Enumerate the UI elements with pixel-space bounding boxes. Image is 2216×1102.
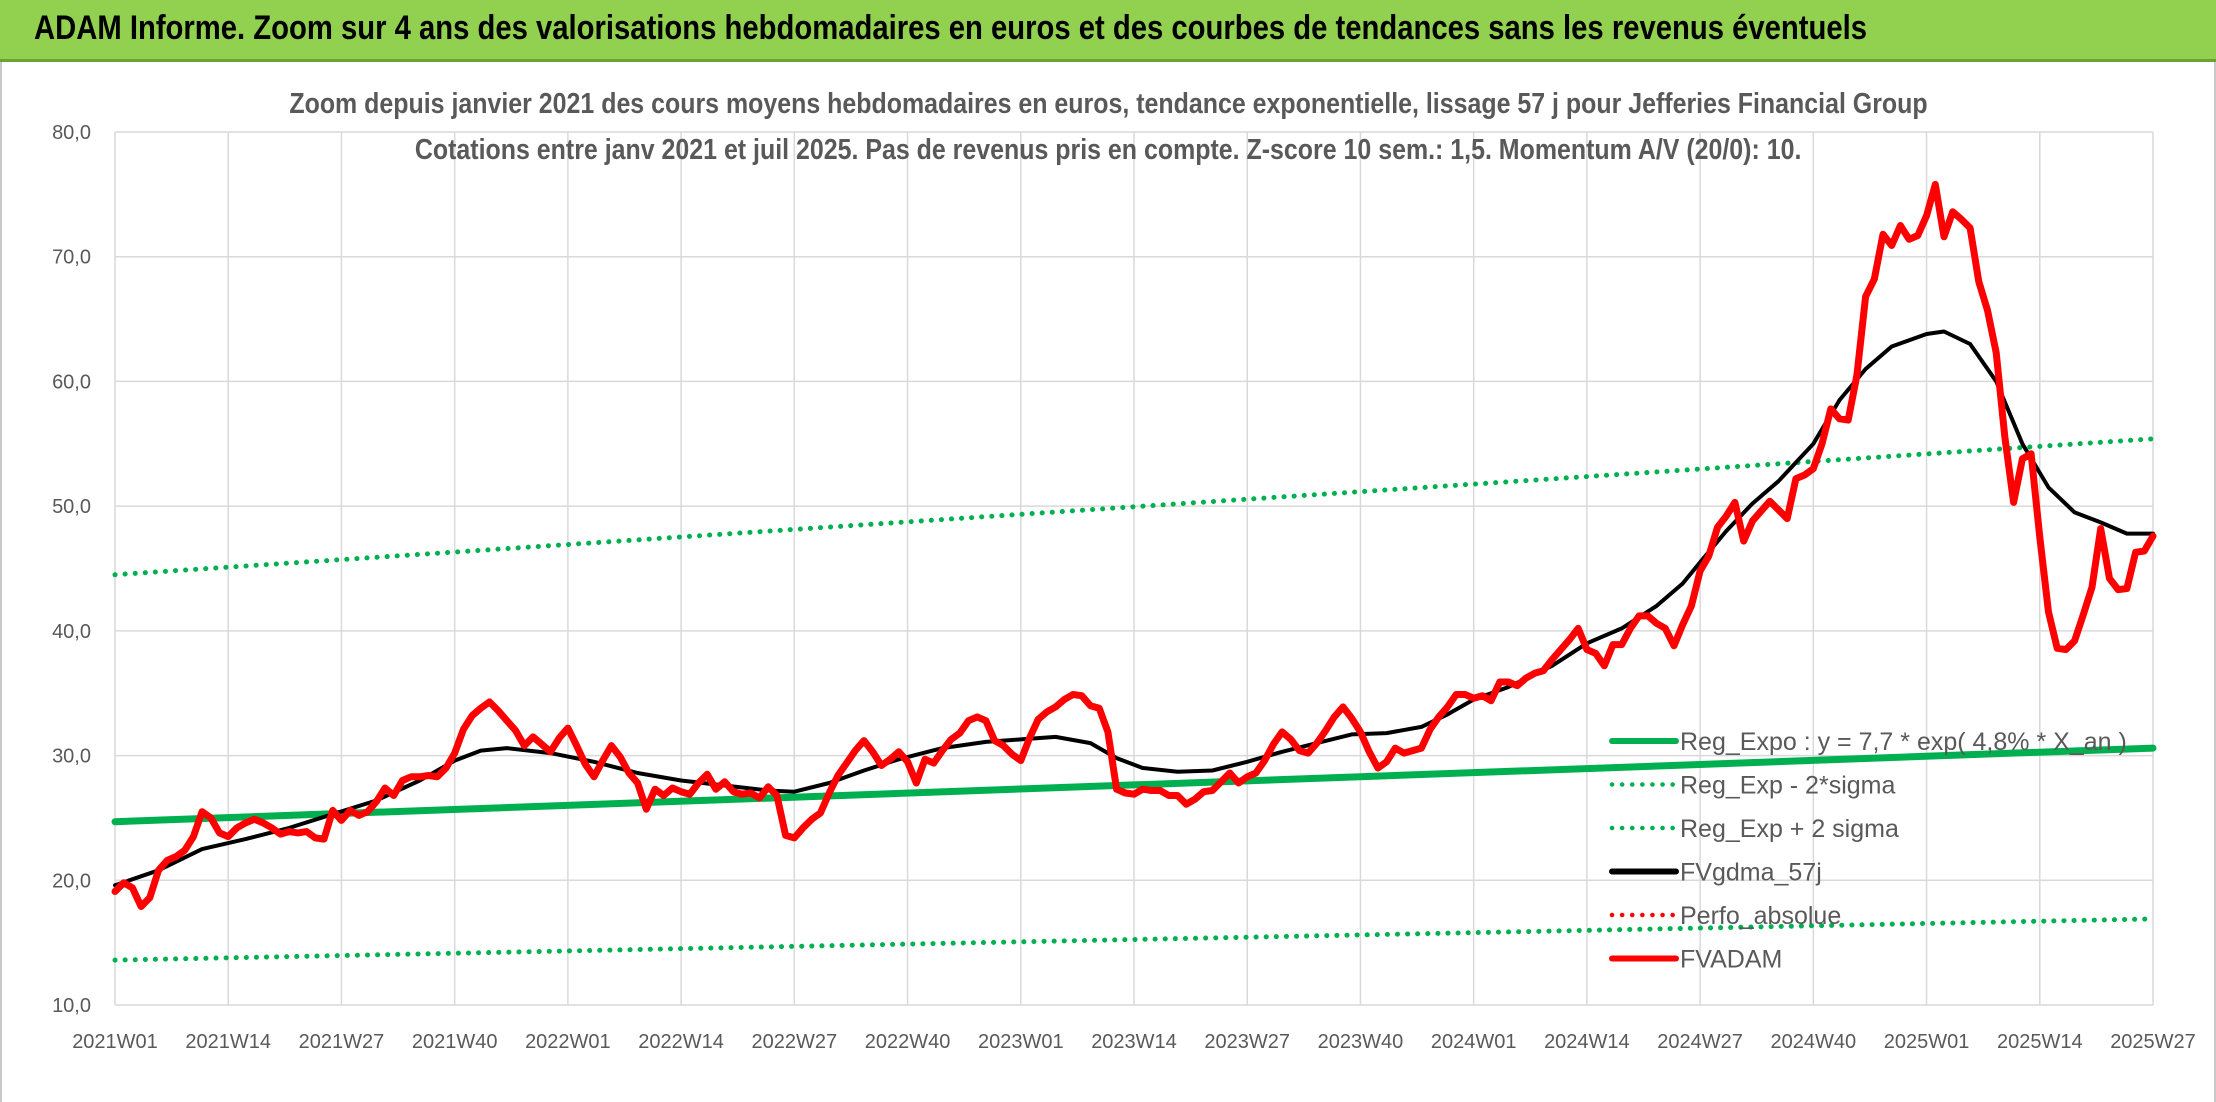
legend: Reg_Expo : y = 7,7 * exp( 4,8% * X_an ) R… — [1609, 728, 2127, 974]
x-tick-label: 2021W01 — [72, 1031, 158, 1053]
series-line-2 — [112, 436, 2156, 578]
x-tick-label: 2022W27 — [752, 1031, 838, 1053]
x-tick-label: 2022W14 — [638, 1031, 724, 1053]
x-tick-label: 2023W14 — [1091, 1031, 1177, 1053]
x-tick-label: 2023W40 — [1318, 1031, 1404, 1053]
y-tick-label: 30,0 — [52, 746, 91, 768]
x-tick-label: 2022W01 — [525, 1031, 611, 1053]
series-line-1 — [112, 916, 2156, 963]
legend-entry: FVgdma_57j — [1680, 859, 1822, 887]
x-tick-label: 2024W14 — [1544, 1031, 1630, 1053]
chart-title: Zoom depuis janvier 2021 des cours moyen… — [288, 88, 1928, 120]
legend-entry: Perfo_absolue — [1680, 902, 1841, 930]
series-line-0 — [111, 744, 2157, 826]
y-tick-label: 70,0 — [52, 247, 91, 269]
y-tick-label: 50,0 — [52, 496, 91, 518]
series-lines — [111, 180, 2157, 963]
legend-entry: Reg_Exp - 2*sigma — [1680, 772, 1895, 800]
x-tick-label: 2024W40 — [1771, 1031, 1857, 1053]
x-tick-label: 2023W27 — [1204, 1031, 1290, 1053]
header-title: ADAM Informe. Zoom sur 4 ans des valoris… — [34, 9, 1867, 47]
x-tick-label: 2025W14 — [1997, 1031, 2083, 1053]
x-tick-label: 2021W14 — [185, 1031, 271, 1053]
x-tick-label: 2021W27 — [299, 1031, 385, 1053]
y-tick-label: 80,0 — [52, 122, 91, 144]
series-line-5 — [111, 180, 2157, 910]
y-tick-label: 60,0 — [52, 371, 91, 393]
y-tick-label: 40,0 — [52, 621, 91, 643]
x-tick-label: 2025W27 — [2110, 1031, 2196, 1053]
x-tick-label: 2025W01 — [1884, 1031, 1970, 1053]
x-tick-label: 2022W40 — [865, 1031, 951, 1053]
chart-subtitle: Cotations entre janv 2021 et juil 2025. … — [414, 134, 1802, 166]
header-banner: ADAM Informe. Zoom sur 4 ans des valoris… — [0, 0, 2216, 62]
x-tick-label: 2023W01 — [978, 1031, 1064, 1053]
y-tick-label: 20,0 — [52, 870, 91, 892]
grid-lines — [114, 131, 2154, 1006]
legend-entry: FVADAM — [1680, 946, 1782, 974]
legend-entry: Reg_Exp + 2 sigma — [1680, 815, 1899, 843]
x-axis-tick-labels: 2021W01 2021W14 2021W27 2021W40 2022W01 2022W… — [72, 1031, 2196, 1053]
chart-frame — [0, 62, 2216, 1102]
y-axis-tick-labels: 10,0 20,0 30,0 40,0 50,0 60,0 70,0 80,0 — [52, 122, 91, 1017]
y-tick-label: 10,0 — [52, 995, 91, 1017]
x-tick-label: 2024W27 — [1657, 1031, 1743, 1053]
x-tick-label: 2021W40 — [412, 1031, 498, 1053]
legend-entry: Reg_Expo : y = 7,7 * exp( 4,8% * X_an ) — [1680, 728, 2127, 756]
x-tick-label: 2024W01 — [1431, 1031, 1517, 1053]
